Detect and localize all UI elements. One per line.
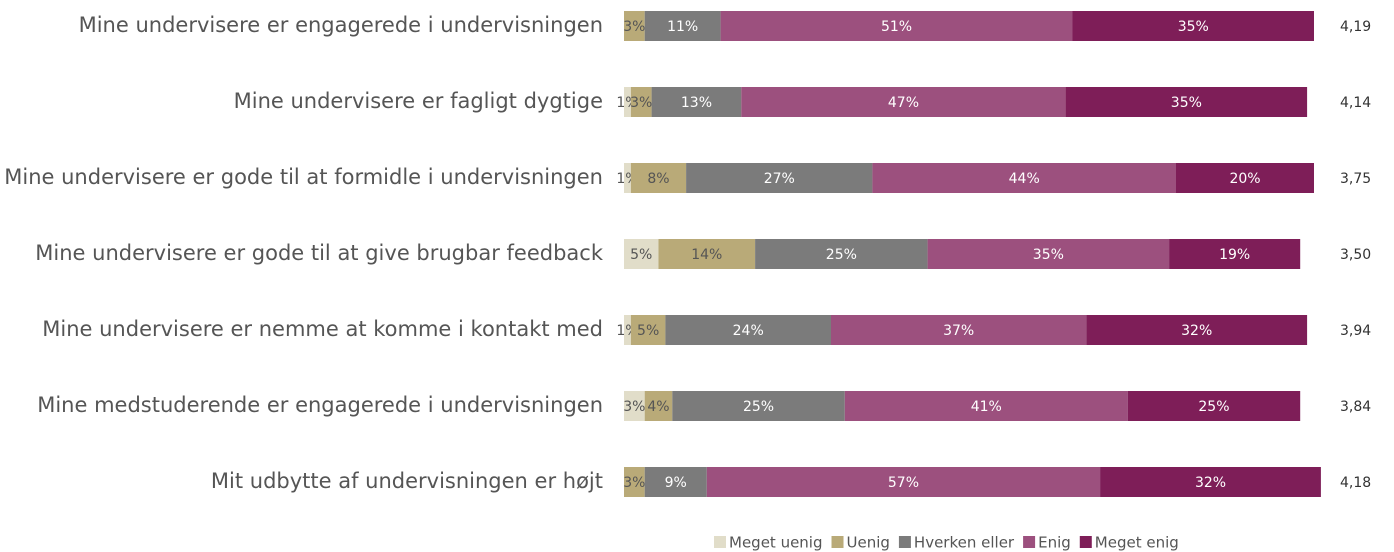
bar-segment bbox=[927, 239, 1170, 269]
bar-segment bbox=[644, 11, 721, 41]
data-label: 20% bbox=[1229, 171, 1260, 187]
bar-segment bbox=[665, 315, 831, 345]
bar-segment bbox=[1065, 87, 1308, 117]
data-label: 25% bbox=[1198, 399, 1229, 415]
data-label: 35% bbox=[1171, 95, 1202, 111]
data-label: 3% bbox=[623, 475, 645, 491]
category-label: Mit udbytte af undervisningen er højt bbox=[211, 469, 603, 493]
legend-label: Hverken eller bbox=[914, 534, 1015, 552]
data-label: 51% bbox=[881, 19, 912, 35]
bar-segment bbox=[624, 239, 659, 269]
legend-label: Enig bbox=[1038, 534, 1071, 552]
data-label: 19% bbox=[1219, 247, 1250, 263]
bar-segment bbox=[658, 239, 756, 269]
bar-segment bbox=[624, 87, 631, 117]
bar-segment bbox=[624, 163, 631, 193]
data-label: 5% bbox=[637, 323, 659, 339]
bar-segment bbox=[720, 11, 1073, 41]
bar-segment bbox=[1169, 239, 1301, 269]
legend-label: Meget uenig bbox=[729, 534, 823, 552]
data-label: 25% bbox=[826, 247, 857, 263]
data-label: 3% bbox=[623, 399, 645, 415]
bar-segment bbox=[1100, 467, 1321, 497]
bar-segment bbox=[741, 87, 1066, 117]
bar-segment bbox=[872, 163, 1176, 193]
category-label: Mine undervisere er engagerede i undervi… bbox=[79, 13, 603, 37]
legend-label: Meget enig bbox=[1095, 534, 1179, 552]
data-label: 4% bbox=[647, 399, 669, 415]
legend-swatch bbox=[898, 536, 911, 548]
bar-segment bbox=[630, 315, 666, 345]
legend-swatch bbox=[714, 536, 726, 548]
bar-segment bbox=[672, 391, 845, 421]
category-label: Mine undervisere er gode til at give bru… bbox=[35, 241, 604, 265]
data-label: 27% bbox=[764, 171, 795, 187]
bar-segment bbox=[644, 391, 673, 421]
bar-segment bbox=[644, 467, 707, 497]
bar-segment bbox=[624, 391, 645, 421]
data-label: 32% bbox=[1181, 323, 1212, 339]
bar-segment bbox=[630, 163, 687, 193]
data-label: 8% bbox=[647, 171, 669, 187]
bar-segment bbox=[1086, 315, 1308, 345]
bar-segment bbox=[844, 391, 1128, 421]
bar-segment bbox=[831, 315, 1087, 345]
legend-swatch bbox=[1023, 536, 1036, 548]
category-label: Mine medstuderende er engagerede i under… bbox=[37, 393, 603, 417]
bar-segment bbox=[624, 467, 645, 497]
bar-segment bbox=[1072, 11, 1314, 41]
data-label: 11% bbox=[667, 19, 698, 35]
average-label: 3,94 bbox=[1340, 323, 1371, 339]
data-label: 9% bbox=[665, 475, 687, 491]
data-label: 5% bbox=[630, 247, 652, 263]
bar-segment bbox=[706, 467, 1101, 497]
bar-segment bbox=[1127, 391, 1301, 421]
legend-label: Uenig bbox=[847, 534, 890, 552]
bar-segment bbox=[755, 239, 928, 269]
average-label: 3,50 bbox=[1340, 247, 1371, 263]
data-label: 3% bbox=[623, 19, 645, 35]
bar-segment bbox=[1176, 163, 1314, 193]
average-label: 3,84 bbox=[1340, 399, 1371, 415]
data-label: 47% bbox=[888, 95, 919, 111]
data-label: 44% bbox=[1009, 171, 1040, 187]
legend-swatch bbox=[831, 536, 844, 548]
category-label: Mine undervisere er gode til at formidle… bbox=[4, 165, 603, 189]
average-label: 4,19 bbox=[1340, 19, 1371, 35]
data-label: 14% bbox=[691, 247, 722, 263]
data-label: 35% bbox=[1033, 247, 1064, 263]
bar-segment bbox=[651, 87, 742, 117]
data-label: 24% bbox=[733, 323, 764, 339]
average-label: 4,14 bbox=[1340, 95, 1371, 111]
bar-segment bbox=[624, 11, 645, 41]
data-label: 37% bbox=[943, 323, 974, 339]
bar-segment bbox=[686, 163, 873, 193]
data-label: 32% bbox=[1195, 475, 1226, 491]
data-label: 35% bbox=[1178, 19, 1209, 35]
data-label: 13% bbox=[681, 95, 712, 111]
category-label: Mine undervisere er nemme at komme i kon… bbox=[42, 317, 603, 341]
average-label: 3,75 bbox=[1340, 171, 1371, 187]
category-label: Mine undervisere er fagligt dygtige bbox=[234, 89, 603, 113]
bar-segment bbox=[624, 315, 631, 345]
legend-swatch bbox=[1079, 536, 1092, 548]
data-label: 41% bbox=[971, 399, 1002, 415]
bar-segment bbox=[630, 87, 652, 117]
average-label: 4,18 bbox=[1340, 475, 1371, 491]
data-label: 57% bbox=[888, 475, 919, 491]
data-label: 3% bbox=[630, 95, 652, 111]
data-label: 25% bbox=[743, 399, 774, 415]
